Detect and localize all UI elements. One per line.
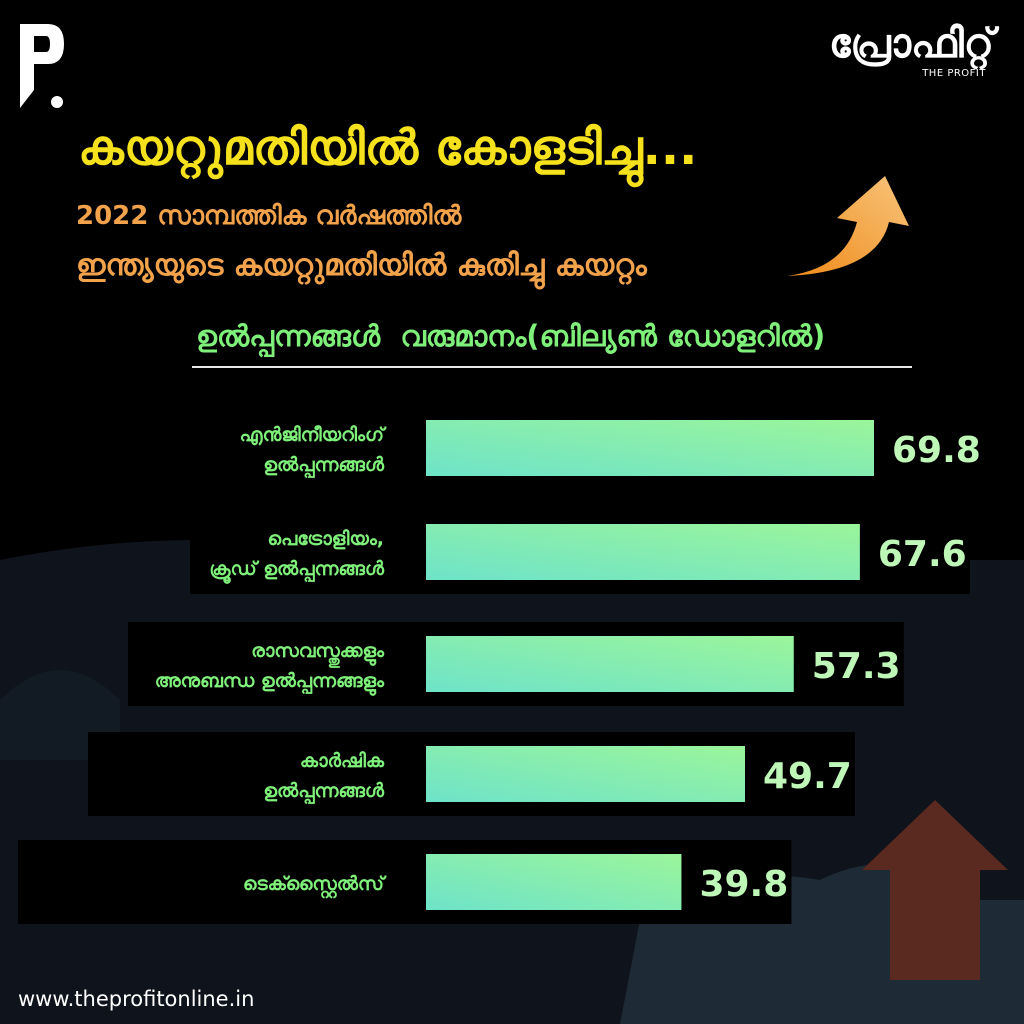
bar-value-label: 49.7 xyxy=(763,756,852,797)
bar-value-label: 57.3 xyxy=(812,646,901,687)
header-divider xyxy=(192,366,912,368)
category-label: എൻജിനീയറിംഗ് xyxy=(240,424,388,446)
page-title: കയറ്റുമതിയിൽ കോളടിച്ചു... xyxy=(78,120,698,176)
bar-value-label: 69.8 xyxy=(892,430,981,471)
category-label: ഉൽപ്പന്നങ്ങൾ xyxy=(263,454,385,479)
category-label: പെട്രോളിയം, xyxy=(267,528,384,550)
bar xyxy=(426,636,794,692)
bar xyxy=(426,420,874,476)
bar xyxy=(426,854,682,910)
category-label: ഉൽപ്പന്നങ്ങൾ xyxy=(263,780,385,805)
brand-tagline: THE PROFIT xyxy=(922,68,986,79)
column-header: ഉൽപ്പന്നങ്ങൾ വരുമാനം(ബില്യൺ ഡോളറിൽ) xyxy=(196,319,826,353)
bar-value-label: 67.6 xyxy=(878,534,967,575)
category-label: ടെക്സ്റ്റൈൽസ് xyxy=(243,873,387,899)
subtitle-line-2: ഇന്ത്യയുടെ കയറ്റുമതിയിൽ കുതിച്ചു കയറ്റം xyxy=(76,248,647,283)
website-url: www.theprofitonline.in xyxy=(18,987,255,1011)
brand-name: പ്രോഫിറ്റ് xyxy=(829,21,994,67)
subtitle-line-1: 2022 സാമ്പത്തിക വർഷത്തിൽ xyxy=(76,201,462,231)
category-label: കാർഷിക xyxy=(300,750,385,772)
profit-logo-icon xyxy=(20,24,64,108)
bar xyxy=(426,746,745,802)
bar-value-label: 39.8 xyxy=(699,864,788,905)
bar xyxy=(426,524,860,580)
rising-arrow-icon xyxy=(787,176,909,276)
